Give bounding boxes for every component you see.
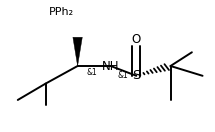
Polygon shape	[73, 37, 82, 66]
Text: &1: &1	[117, 71, 128, 80]
Text: NH: NH	[102, 60, 120, 72]
Text: PPh₂: PPh₂	[49, 7, 74, 17]
Text: S: S	[132, 69, 141, 82]
Text: &1: &1	[86, 68, 97, 77]
Text: O: O	[132, 33, 141, 46]
